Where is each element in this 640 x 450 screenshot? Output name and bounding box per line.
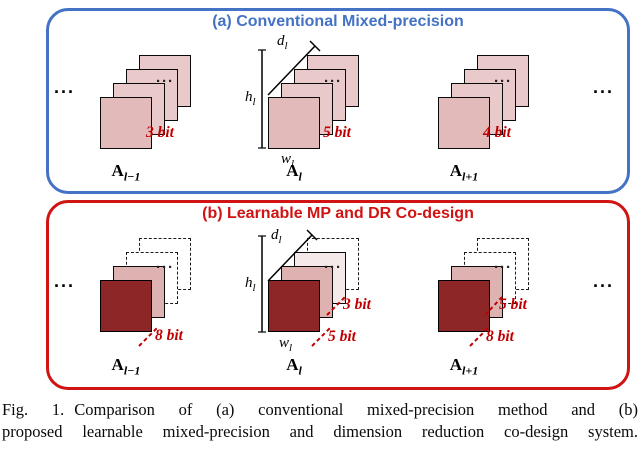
bit-width-label: 4 bit: [483, 124, 511, 141]
ellipsis-left: ...: [54, 77, 76, 97]
figure-number: Fig. 1.: [2, 400, 65, 419]
tensor-subscript: l+1: [462, 363, 479, 378]
dim-symbol: h: [245, 275, 253, 291]
dim-subscript: l: [284, 40, 288, 52]
dim-symbol: w: [281, 151, 292, 167]
depth-dim-label: dl: [271, 227, 282, 246]
tensor-symbol: A: [286, 161, 299, 180]
tensor-symbol: A: [111, 161, 124, 180]
ellipsis-right: ...: [593, 77, 615, 97]
width-dim-label: wl: [279, 335, 292, 354]
tensor-subscript: l−1: [123, 363, 141, 378]
tensor-label-a-l-minus-1: Al−1: [96, 161, 156, 184]
bit-width-label: 3 bit: [146, 124, 174, 141]
dim-subscript: l: [289, 342, 293, 354]
bit-width-label: 3 bit: [343, 296, 371, 313]
feature-map-square-front: [268, 280, 320, 332]
dim-subscript: l: [252, 282, 256, 294]
tensor-label-a-l-plus-1: Al+1: [434, 161, 494, 184]
width-dim-label: wl: [281, 151, 294, 170]
caption-text-2: proposed learnable mixed-precision and d…: [2, 422, 638, 441]
dim-symbol: d: [271, 227, 279, 243]
tensor-label-a-l: Al: [264, 161, 324, 184]
tensor-label-b-l: Al: [264, 355, 324, 378]
panel-learnable-mp-dr-codesign: (b) Learnable MP and DR Co-design ... ..…: [46, 200, 630, 390]
caption-text-1: Comparison of (a) conventional mixed-pre…: [74, 400, 638, 419]
bit-width-label: 5 bit: [499, 296, 527, 313]
dim-symbol: d: [277, 33, 285, 49]
bit-width-label: 8 bit: [486, 328, 514, 345]
stack-ellipsis: ···: [156, 73, 174, 90]
figure-caption: Fig. 1. Comparison of (a) conventional mi…: [2, 399, 638, 443]
caption-line-2: proposed learnable mixed-precision and d…: [2, 421, 638, 443]
tensor-subscript: l+1: [462, 169, 479, 184]
stack-ellipsis: ···: [324, 73, 342, 90]
dim-subscript: l: [278, 234, 282, 246]
bit-width-label: 5 bit: [323, 124, 351, 141]
tensor-subscript: l: [298, 363, 302, 378]
feature-map-square-front: [268, 97, 320, 149]
stack-ellipsis: ···: [494, 259, 512, 276]
tensor-symbol: A: [449, 161, 463, 180]
dim-subscript: l: [252, 96, 256, 108]
dim-subscript: l: [291, 158, 295, 170]
ellipsis-left: ...: [54, 271, 76, 291]
stack-ellipsis: ···: [156, 259, 174, 276]
tensor-subscript: l−1: [123, 169, 141, 184]
dim-symbol: w: [279, 335, 290, 351]
tensor-label-b-l-minus-1: Al−1: [96, 355, 156, 378]
feature-map-square-front: [100, 97, 152, 149]
height-dim-label: hl: [245, 89, 256, 108]
tensor-symbol: A: [449, 355, 463, 374]
feature-map-square-front: [438, 97, 490, 149]
stack-ellipsis: ···: [494, 73, 512, 90]
bit-width-label: 8 bit: [155, 327, 183, 344]
caption-line-1: Fig. 1. Comparison of (a) conventional mi…: [2, 399, 638, 421]
panel-conventional-mixed-precision: (a) Conventional Mixed-precision ... ...…: [46, 8, 630, 194]
stack-ellipsis: ···: [324, 259, 342, 276]
tensor-symbol: A: [286, 355, 299, 374]
bit-width-label: 5 bit: [328, 328, 356, 345]
dim-symbol: h: [245, 89, 253, 105]
depth-dim-label: dl: [277, 33, 288, 52]
feature-map-square-front: [100, 280, 152, 332]
tensor-label-b-l-plus-1: Al+1: [434, 355, 494, 378]
panel-a-title: (a) Conventional Mixed-precision: [212, 13, 464, 30]
feature-map-square-front: [438, 280, 490, 332]
tensor-subscript: l: [298, 169, 302, 184]
panel-b-title: (b) Learnable MP and DR Co-design: [202, 205, 474, 222]
tensor-symbol: A: [111, 355, 124, 374]
height-dim-label: hl: [245, 275, 256, 294]
ellipsis-right: ...: [593, 271, 615, 291]
